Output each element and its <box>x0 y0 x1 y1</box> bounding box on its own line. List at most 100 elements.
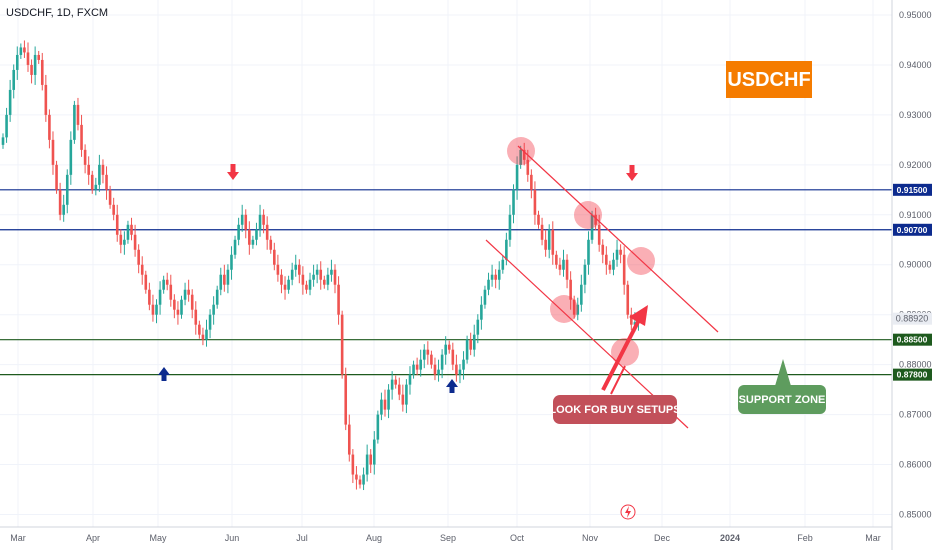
candle-body <box>619 249 622 255</box>
candle-body <box>512 189 515 215</box>
candle-body <box>308 279 312 290</box>
x-tick-label: Feb <box>797 533 813 543</box>
candle-body <box>315 269 319 275</box>
level-tag <box>893 333 932 346</box>
candle-body <box>465 339 469 360</box>
candle-body <box>215 289 219 305</box>
candle-body <box>258 214 262 230</box>
candle-body <box>219 274 223 290</box>
candle-body <box>390 379 394 390</box>
x-tick-label: Mar <box>865 533 881 543</box>
symbol-logo-label: USDCHF <box>727 69 810 91</box>
y-tick-label: 0.90000 <box>899 260 932 270</box>
buy-setups-label: LOOK FOR BUY SETUPS <box>549 404 680 416</box>
candle-body <box>430 354 433 365</box>
candle-body <box>305 284 308 290</box>
candle-body <box>255 229 258 240</box>
candle-body <box>487 279 490 290</box>
candle-body <box>40 59 44 85</box>
support-zone-label: SUPPORT ZONE <box>739 394 826 406</box>
candle-body <box>455 364 458 375</box>
candle-body <box>501 259 505 270</box>
candle-body <box>76 104 80 125</box>
candle-body <box>190 294 194 310</box>
candle-body <box>244 214 248 230</box>
candle-body <box>158 289 162 305</box>
price-axis[interactable]: 0.95000 0.94000 0.93000 0.92000 0.91000 0.900… <box>893 10 932 520</box>
candle-body <box>187 289 190 295</box>
candle-body <box>15 54 19 70</box>
candle-body <box>419 359 422 370</box>
candle-body <box>337 284 340 315</box>
candle-body <box>483 289 487 305</box>
touch-point-circle <box>507 137 535 165</box>
candle-body <box>208 314 212 330</box>
candle-body <box>422 349 426 360</box>
candle-body <box>26 52 30 65</box>
candle-body <box>358 479 362 485</box>
candle-body <box>608 264 612 270</box>
candle-body <box>472 334 476 350</box>
level-tag-label: 0.88500 <box>897 335 928 345</box>
candle-body <box>12 69 16 90</box>
candle-body <box>23 47 26 53</box>
candle-body <box>630 314 633 325</box>
candle-body <box>98 164 101 185</box>
x-tick-label: Dec <box>654 533 671 543</box>
support-zone-annotation: SUPPORT ZONE <box>738 359 826 414</box>
candle-body <box>544 239 547 250</box>
candle-body <box>594 214 597 225</box>
y-tick-label: 0.92000 <box>899 160 932 170</box>
candle-body <box>58 189 62 215</box>
candle-body <box>365 454 369 475</box>
event-marker[interactable] <box>620 504 636 520</box>
up-arrow-icon <box>158 367 170 381</box>
candle-body <box>101 164 105 175</box>
candle-body <box>530 174 533 190</box>
candle-body <box>451 349 455 365</box>
candle-body <box>540 224 544 240</box>
candle-body <box>155 304 158 315</box>
candle-body <box>94 184 98 190</box>
x-tick-label: Nov <box>582 533 599 543</box>
candle-body <box>462 359 465 370</box>
candle-body <box>55 164 58 190</box>
candle-body <box>198 324 201 335</box>
candle-body <box>397 384 401 395</box>
candle-body <box>108 189 112 205</box>
candle-body <box>580 284 583 305</box>
candle-body <box>123 239 126 245</box>
candle-body <box>380 399 383 415</box>
candle-body <box>615 249 619 260</box>
current-price-label: 0.88920 <box>896 314 929 324</box>
x-tick-label: 2024 <box>720 533 740 543</box>
candle-body <box>387 389 390 410</box>
candle-body <box>522 149 526 160</box>
time-axis[interactable]: Mar Apr May Jun Jul Aug Sep Oct Nov Dec 2024 Feb Mar <box>10 533 881 543</box>
candle-body <box>265 224 269 240</box>
candle-body <box>19 47 23 55</box>
candle-body <box>162 279 165 290</box>
candle-body <box>298 264 301 275</box>
x-tick-label: May <box>149 533 167 543</box>
candle-body <box>415 364 419 370</box>
candle-body <box>590 214 594 240</box>
level-tag-label: 0.90700 <box>897 225 928 235</box>
chart-title: USDCHF, 1D, FXCM <box>6 7 108 19</box>
projection-arrow-shaft <box>601 317 642 391</box>
candles <box>1 40 640 491</box>
candle-body <box>1 137 5 145</box>
touch-point-circle <box>550 295 578 323</box>
candle-body <box>569 279 572 300</box>
up-arrow-icon <box>446 379 458 393</box>
candle-body <box>601 244 605 255</box>
x-tick-label: Apr <box>86 533 100 543</box>
candle-body <box>137 249 140 265</box>
candle-body <box>301 274 305 285</box>
candle-body <box>280 274 283 285</box>
buy-setups-annotation: LOOK FOR BUY SETUPS <box>549 395 681 424</box>
y-tick-label: 0.88000 <box>899 360 932 370</box>
candle-body <box>201 334 205 340</box>
candle-body <box>537 214 540 225</box>
